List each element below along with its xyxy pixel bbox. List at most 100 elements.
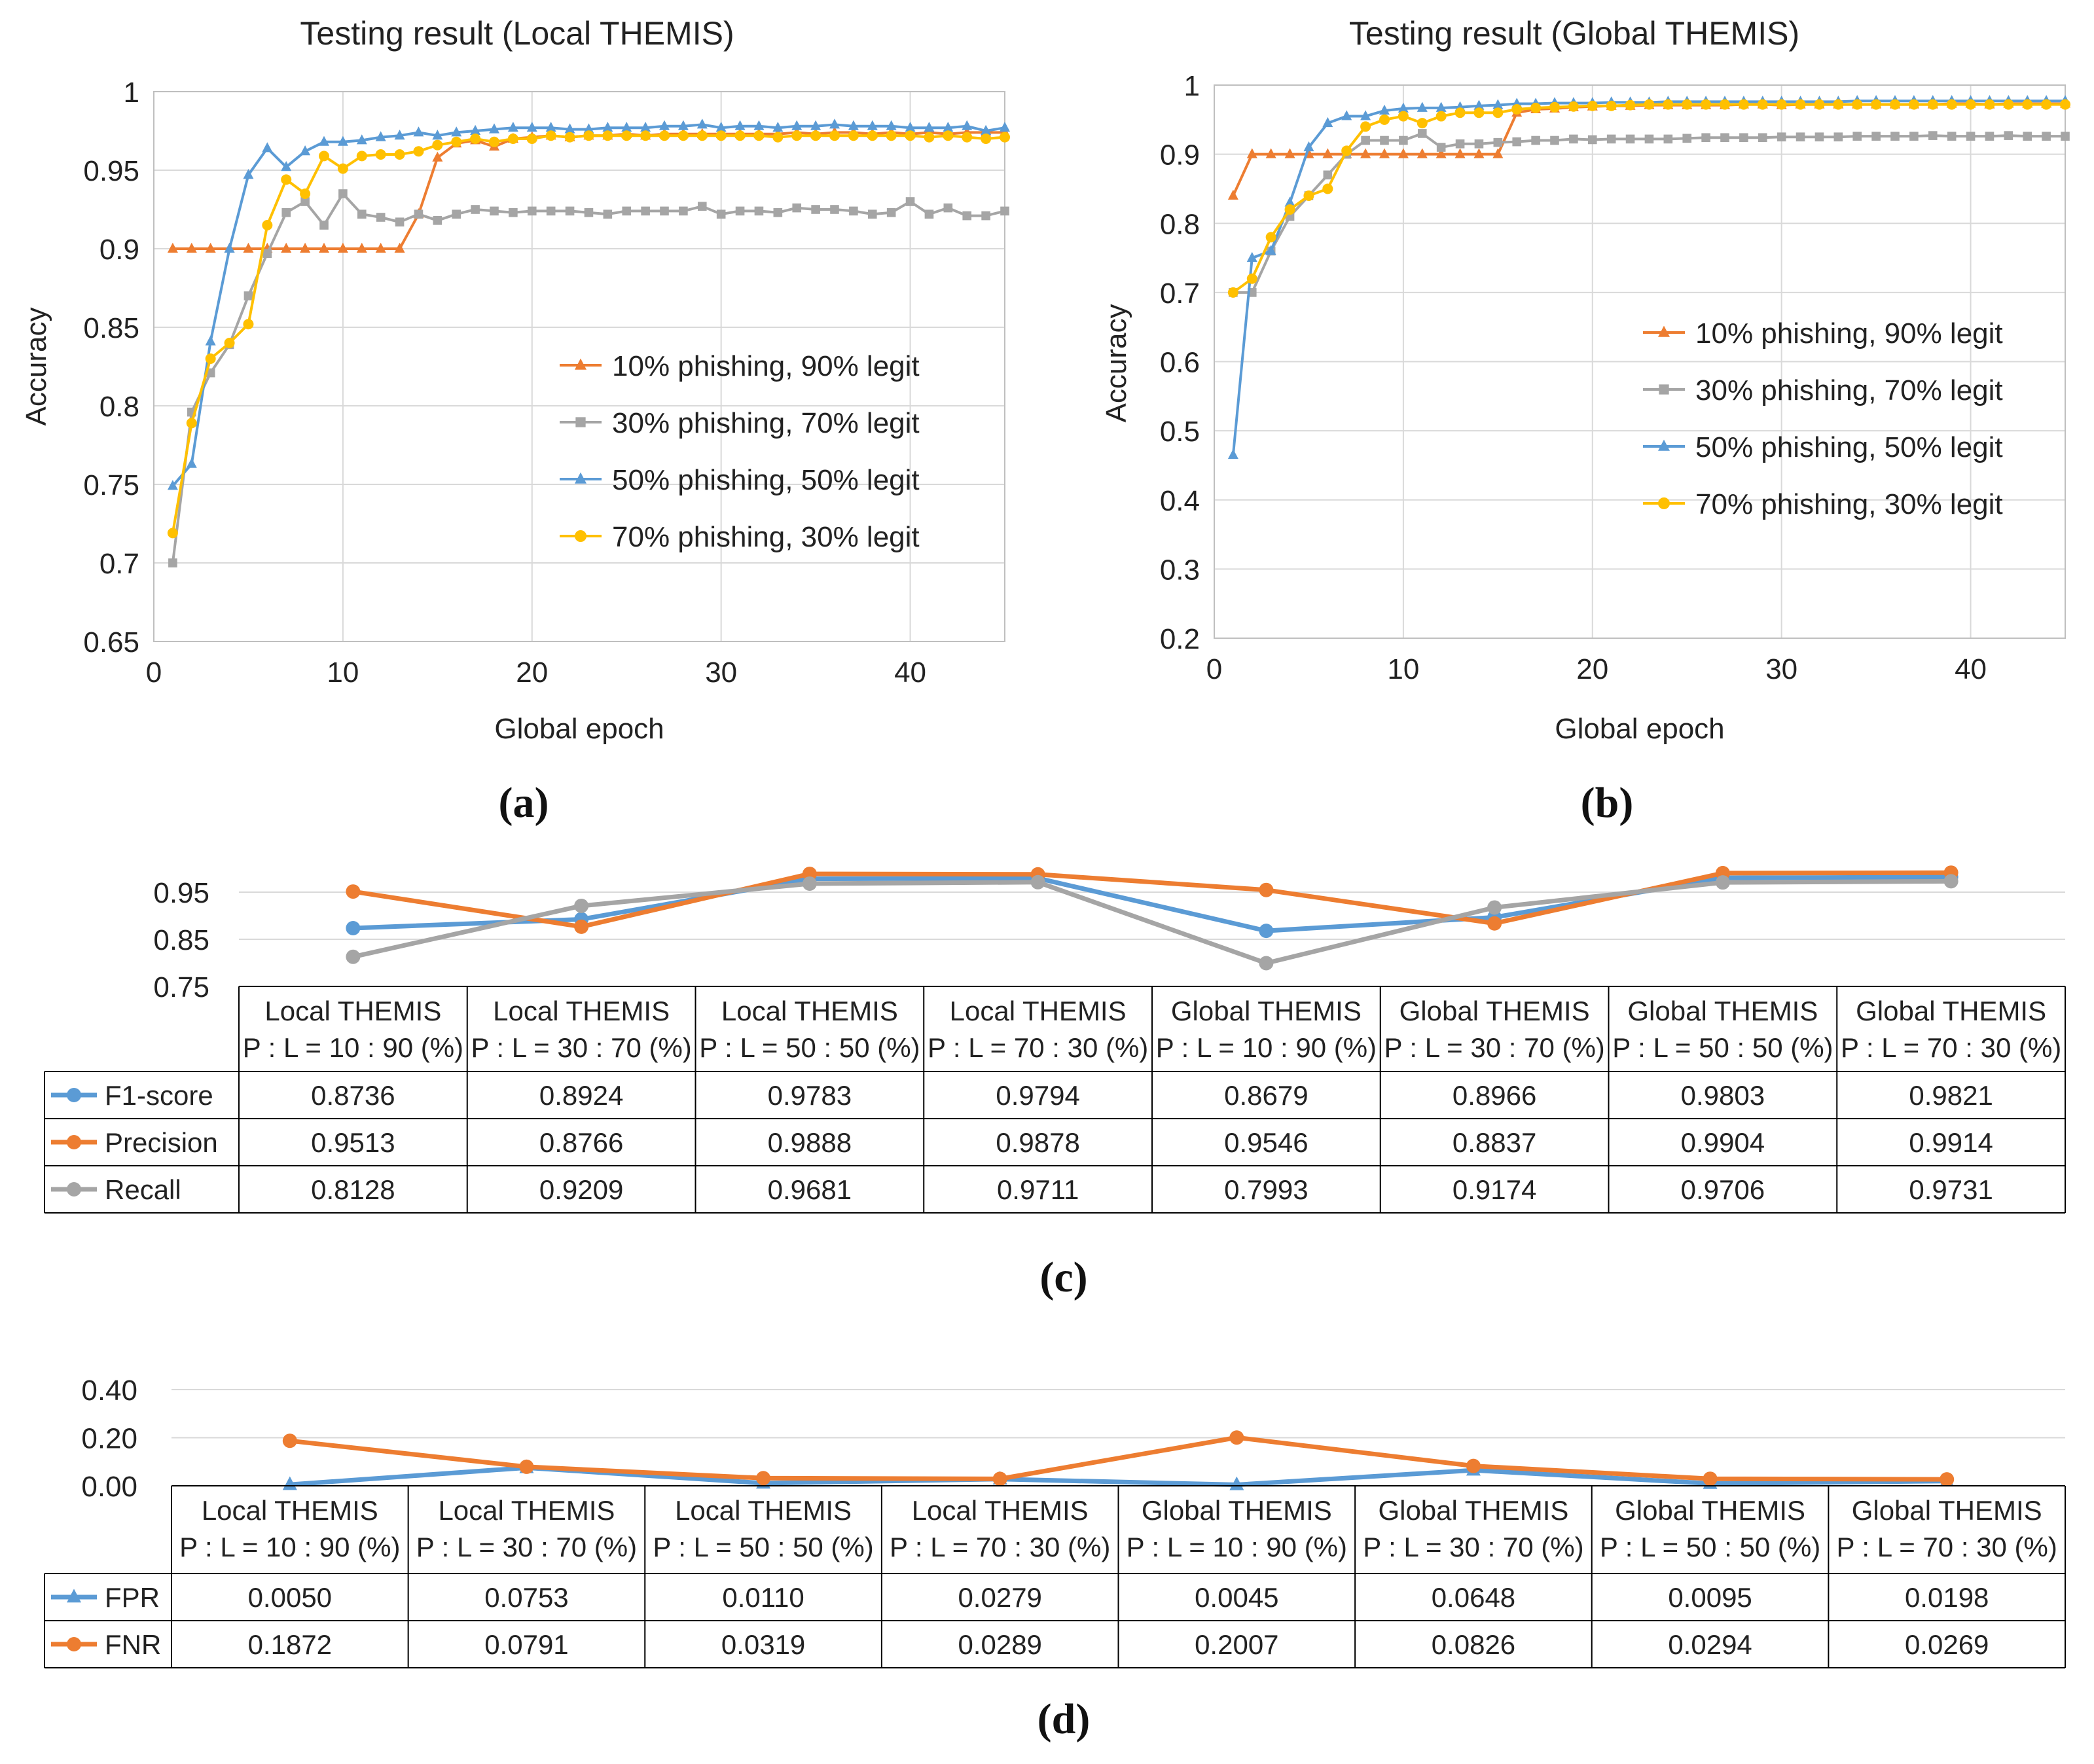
chart-a-point: [281, 208, 291, 217]
chart-b-title: Testing result (Global THEMIS): [1349, 15, 1799, 52]
chart-b-point: [1814, 99, 1825, 110]
chart-a-point: [527, 206, 537, 216]
chart-b-xtick-label: 30: [1765, 653, 1797, 685]
chart-a-point: [281, 242, 292, 253]
chart-b-point: [1417, 129, 1427, 138]
chart-c-point: [1943, 874, 1959, 889]
chart-b-point: [1512, 137, 1522, 147]
chart-a-point: [640, 122, 651, 132]
chart-b-point: [1606, 100, 1617, 111]
chart-c-point: [346, 921, 361, 936]
chart-a-point: [414, 209, 424, 219]
chart-a-point: [905, 197, 915, 206]
chart-a-point: [696, 118, 708, 129]
chart-a-point: [243, 242, 254, 253]
chart-c-column-header: Local THEMIS: [493, 996, 670, 1026]
chart-d-cell-value: 0.0110: [722, 1582, 804, 1613]
chart-a-ylabel: Accuracy: [20, 308, 52, 426]
chart-b-point: [1227, 189, 1238, 200]
chart-a-point: [205, 335, 216, 346]
chart-b-point: [1511, 103, 1523, 115]
chart-a-point: [545, 130, 556, 141]
chart-a-point: [677, 120, 689, 130]
chart-a-point: [602, 130, 613, 141]
chart-a-point: [432, 130, 443, 140]
chart-c-cell-value: 0.8128: [311, 1174, 395, 1205]
chart-a-point: [356, 242, 367, 253]
chart-b-point: [1738, 99, 1749, 110]
chart-c-column-subheader: P : L = 50 : 50 (%): [1612, 1032, 1833, 1063]
chart-b-legend-marker: [1659, 384, 1669, 395]
chart-c-cell-value: 0.9681: [768, 1174, 852, 1205]
chart-a-point: [244, 291, 253, 300]
chart-a-point: [413, 146, 424, 157]
chart-a-point: [829, 118, 840, 129]
chart-b-point: [1435, 101, 1447, 112]
chart-a-point: [943, 203, 953, 213]
chart-a-point: [716, 209, 726, 219]
chart-c: 0.75 0.85 0.95 Local THEMIS P : L = 10 : 90…: [44, 865, 2066, 1301]
chart-a-point: [811, 205, 820, 214]
chart-d-point: [1466, 1458, 1481, 1473]
chart-b-point: [1569, 134, 1578, 144]
chart-b-point: [1568, 101, 1579, 112]
chart-a-point: [583, 123, 594, 134]
chart-a-point: [432, 139, 443, 151]
chart-c-row-label: Recall: [105, 1174, 181, 1205]
chart-a-legend-label: 70% phishing, 30% legit: [612, 521, 920, 553]
chart-b-point: [1398, 102, 1409, 113]
chart-b-ytick-label: 0.5: [1160, 416, 1200, 448]
chart-c-cell-value: 0.8766: [539, 1127, 623, 1158]
chart-b-point: [1796, 132, 1805, 142]
chart-a-point: [300, 197, 310, 206]
chart-d-column-header: Local THEMIS: [912, 1495, 1089, 1526]
chart-a-point: [281, 174, 292, 185]
chart-b-point: [1606, 134, 1616, 144]
chart-b-point: [1663, 134, 1673, 144]
chart-b-point: [1739, 133, 1748, 143]
chart-d-point: [756, 1471, 771, 1486]
chart-b-point: [1322, 117, 1333, 128]
chart-b-point: [1398, 148, 1409, 158]
chart-a-point: [375, 149, 386, 160]
chart-a-point: [451, 136, 462, 147]
chart-b-point: [1927, 99, 1938, 110]
chart-a-point: [867, 130, 878, 141]
chart-b-point: [1341, 145, 1352, 156]
chart-b-point: [1701, 99, 1712, 110]
chart-a-point: [583, 130, 594, 141]
chart-a-point: [357, 209, 367, 219]
chart-b-point: [1701, 133, 1710, 143]
chart-d-ytick-label: 0.00: [81, 1471, 137, 1503]
chart-a-point: [224, 338, 235, 348]
chart-a-point: [509, 208, 518, 217]
chart-b-point: [1965, 99, 1976, 110]
chart-c-column-subheader: P : L = 70 : 30 (%): [928, 1032, 1148, 1063]
chart-a-point: [262, 249, 272, 258]
chart-b-point: [1530, 102, 1542, 113]
chart-d-column-subheader: P : L = 50 : 50 (%): [653, 1532, 873, 1562]
chart-c-cell-value: 0.9711: [997, 1174, 1079, 1205]
chart-a-point: [300, 145, 311, 156]
chart-d-y-ticks: 0.00 0.20 0.40: [81, 1375, 137, 1503]
chart-b-point: [1454, 148, 1466, 158]
chart-a-point: [962, 211, 972, 221]
chart-a-point: [734, 130, 746, 141]
chart-a-point: [338, 189, 348, 198]
chart-a-point: [394, 242, 405, 253]
chart-d-cell-value: 0.0753: [484, 1582, 568, 1613]
chart-a-point: [640, 130, 651, 141]
chart-c-cell-value: 0.7993: [1224, 1174, 1308, 1205]
chart-a-point: [281, 161, 292, 171]
chart-a-point: [451, 126, 462, 137]
chart-b-point: [1379, 114, 1390, 125]
chart-a-point: [526, 122, 537, 132]
chart-a-point: [867, 209, 877, 219]
chart-c-point: [1259, 924, 1274, 939]
chart-a-point: [697, 202, 707, 211]
chart-b-y-ticks: 0.2 0.3 0.4 0.5 0.6 0.7 0.8 0.9 1: [1160, 70, 1200, 655]
chart-d-row-label: FNR: [105, 1629, 161, 1660]
chart-c-point: [1030, 874, 1045, 890]
chart-b-point: [1474, 139, 1484, 149]
